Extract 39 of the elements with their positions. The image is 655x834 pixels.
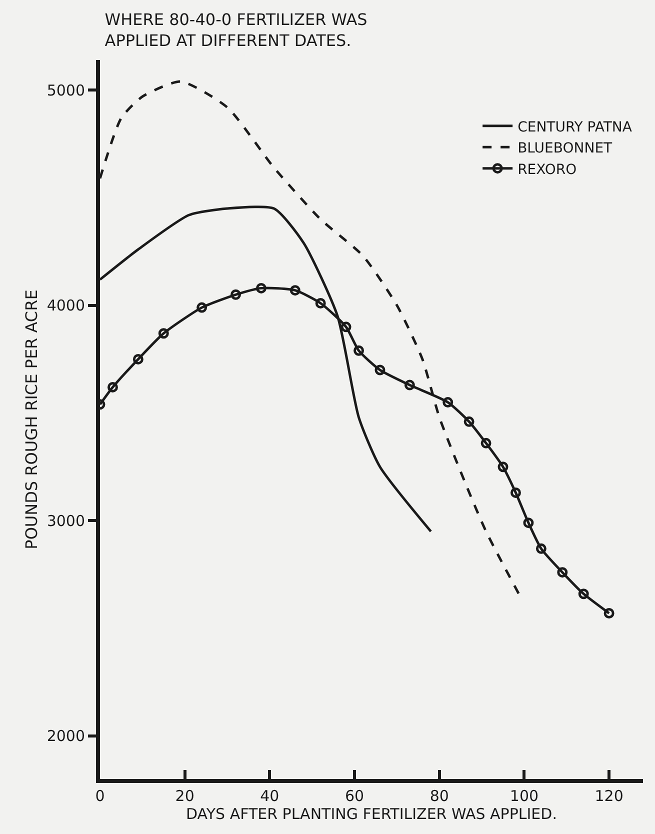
x-tick-label: 20: [175, 787, 194, 805]
x-tick-label: 100: [510, 787, 539, 805]
point: [196, 302, 208, 313]
legend-label: CENTURY PATNA: [518, 119, 632, 136]
point: [315, 298, 326, 308]
point: [498, 462, 508, 472]
x-tick-label: 40: [260, 787, 280, 805]
legend-label: BLUEBONNET: [518, 140, 613, 157]
point: [132, 354, 144, 364]
point: [557, 567, 568, 578]
x-axis-title: DAYS AFTER PLANTING FERTILIZER WAS APPLIED.: [186, 805, 557, 823]
y-axis-title: POUNDS ROUGH RICE PER ACRE: [22, 290, 42, 550]
point: [442, 397, 454, 408]
point: [536, 543, 546, 554]
point: [354, 345, 364, 356]
point: [523, 518, 534, 528]
x-tick-label: 60: [344, 787, 364, 805]
y-tick-label: 2000: [46, 727, 85, 746]
point: [107, 382, 118, 392]
chart-title: WHERE 80-40-0 FERTILIZER WAS APPLIED AT DIFFERENT DATES.: [104, 10, 368, 50]
x-tick-label: 120: [594, 787, 624, 805]
point: [480, 438, 492, 448]
point: [158, 328, 169, 339]
point: [464, 416, 474, 427]
point: [290, 285, 300, 296]
point: [374, 364, 386, 376]
point: [578, 588, 589, 600]
x-tick-label: 0: [95, 787, 105, 805]
point: [230, 289, 241, 300]
point: [510, 487, 521, 498]
point: [404, 380, 415, 390]
y-tick-label: 3000: [46, 512, 85, 530]
y-tick-label: 5000: [46, 81, 85, 100]
point: [256, 282, 266, 294]
y-tick-label: 4000: [46, 296, 85, 315]
legend-label: REXORO: [518, 162, 577, 178]
point: [604, 608, 614, 618]
point: [340, 322, 352, 332]
x-tick-label: 80: [430, 787, 449, 805]
